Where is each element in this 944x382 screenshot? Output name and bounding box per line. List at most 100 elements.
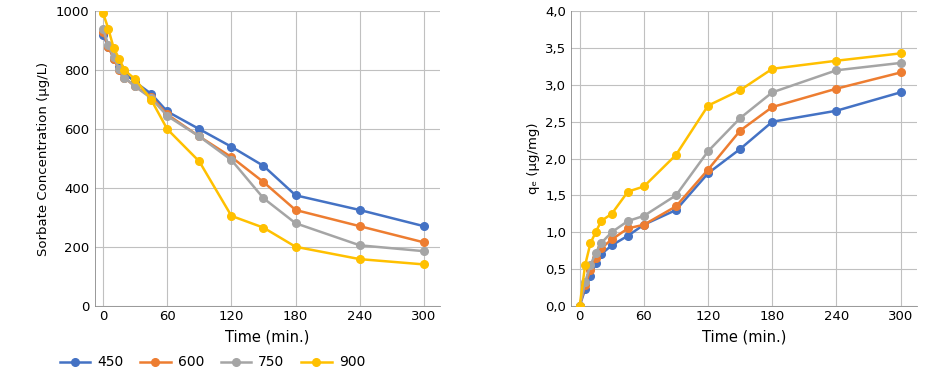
750: [766, 90, 777, 95]
750: [194, 134, 205, 139]
Line: 600: 600: [575, 69, 903, 309]
600: [354, 224, 365, 228]
750: [621, 219, 632, 223]
900: [637, 184, 649, 189]
750: [129, 84, 141, 89]
750: [830, 68, 841, 73]
600: [830, 86, 841, 91]
600: [161, 112, 173, 117]
450: [258, 163, 269, 168]
Line: 750: 750: [575, 59, 903, 309]
Line: 600: 600: [99, 28, 428, 246]
Line: 750: 750: [99, 25, 428, 255]
600: [574, 303, 585, 308]
900: [589, 230, 600, 235]
750: [161, 113, 173, 118]
900: [97, 11, 109, 15]
600: [194, 134, 205, 139]
900: [290, 244, 301, 249]
900: [194, 159, 205, 164]
450: [290, 193, 301, 197]
750: [733, 116, 745, 120]
450: [894, 90, 905, 95]
750: [354, 243, 365, 248]
750: [584, 263, 596, 267]
750: [574, 303, 585, 308]
450: [766, 120, 777, 124]
600: [119, 75, 130, 80]
450: [621, 233, 632, 238]
450: [574, 303, 585, 308]
450: [161, 109, 173, 114]
900: [621, 189, 632, 194]
600: [766, 105, 777, 109]
450: [669, 208, 681, 212]
Y-axis label: Sorbate Concentration (μg/L): Sorbate Concentration (μg/L): [38, 62, 50, 256]
450: [579, 287, 590, 292]
450: [113, 65, 125, 70]
X-axis label: Time (min.): Time (min.): [701, 329, 785, 344]
600: [595, 246, 606, 251]
900: [669, 152, 681, 157]
450: [830, 108, 841, 113]
750: [108, 55, 119, 59]
450: [733, 147, 745, 151]
750: [119, 75, 130, 80]
450: [226, 144, 237, 149]
450: [108, 56, 119, 61]
450: [584, 274, 596, 278]
600: [258, 180, 269, 185]
450: [129, 80, 141, 84]
750: [605, 230, 616, 235]
600: [226, 155, 237, 159]
900: [226, 214, 237, 218]
900: [574, 303, 585, 308]
600: [701, 167, 713, 172]
750: [103, 43, 114, 48]
450: [97, 33, 109, 37]
450: [637, 222, 649, 227]
600: [418, 240, 430, 244]
750: [579, 280, 590, 284]
750: [894, 61, 905, 65]
750: [145, 96, 157, 100]
600: [894, 70, 905, 75]
450: [103, 44, 114, 49]
450: [418, 224, 430, 228]
450: [701, 171, 713, 176]
900: [145, 97, 157, 102]
900: [108, 46, 119, 50]
750: [97, 27, 109, 31]
600: [733, 128, 745, 133]
Y-axis label: qₑ (μg/mg): qₑ (μg/mg): [526, 123, 539, 194]
900: [579, 263, 590, 267]
900: [258, 225, 269, 230]
750: [418, 249, 430, 254]
600: [584, 268, 596, 273]
900: [119, 68, 130, 73]
900: [161, 127, 173, 131]
450: [194, 127, 205, 131]
900: [894, 51, 905, 56]
450: [354, 208, 365, 212]
X-axis label: Time (min.): Time (min.): [225, 329, 309, 344]
600: [129, 84, 141, 89]
900: [605, 211, 616, 216]
Line: 450: 450: [575, 89, 903, 309]
Line: 900: 900: [575, 50, 903, 309]
600: [621, 226, 632, 231]
450: [119, 71, 130, 76]
900: [354, 257, 365, 261]
900: [129, 77, 141, 81]
900: [103, 27, 114, 31]
450: [595, 252, 606, 256]
750: [669, 193, 681, 197]
Line: 450: 450: [99, 31, 428, 230]
900: [595, 219, 606, 223]
450: [145, 92, 157, 96]
900: [584, 241, 596, 245]
600: [103, 44, 114, 49]
750: [226, 158, 237, 162]
600: [290, 208, 301, 212]
450: [605, 243, 616, 248]
